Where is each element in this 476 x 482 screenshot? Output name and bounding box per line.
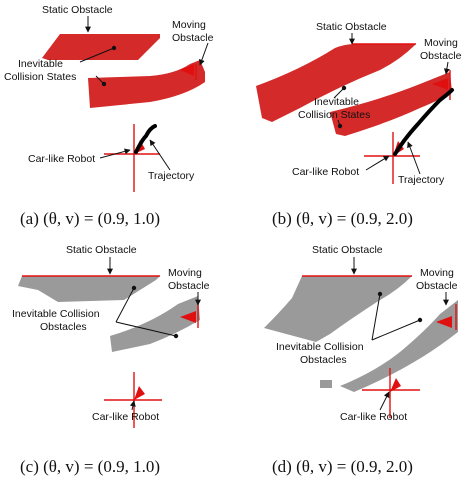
region-label: Inevitable	[314, 96, 359, 108]
region-label-2: Obstacles	[40, 321, 87, 333]
moving-obstacle-label-2: Obstacle	[168, 280, 210, 292]
ics-static-region	[256, 44, 416, 122]
region-pointer-1	[79, 47, 115, 63]
region-pointer-dot-2	[417, 317, 423, 323]
moving-obstacle-arrow	[199, 42, 209, 66]
region-pointer-dot-1	[131, 285, 137, 291]
trajectory-curve	[134, 124, 157, 154]
region-pointer-dot-1	[341, 85, 347, 91]
region-pointer-1	[371, 293, 381, 341]
region-label-2: Collision States	[298, 109, 370, 121]
moving-obstacle-arrowhead	[436, 316, 452, 328]
moving-obstacle-label: Moving	[424, 37, 458, 49]
static-obstacle-label: Static Obstacle	[312, 244, 383, 256]
panel-c: Static Obstacle Moving Obstacle Inevitab…	[12, 244, 210, 476]
region-pointer-1	[333, 87, 345, 99]
robot-label: Car-like Robot	[340, 411, 407, 423]
region-label-2: Obstacles	[300, 354, 347, 366]
robot-arrow	[365, 155, 390, 171]
region-pointer-dot-1	[377, 291, 383, 297]
robot-label: Car-like Robot	[292, 166, 359, 178]
region-label: Inevitable	[18, 58, 63, 70]
region-pointer-2	[115, 321, 177, 337]
ico-fragment	[320, 380, 332, 388]
ico-static-region	[264, 276, 412, 342]
region-pointer-dot-1	[111, 45, 117, 51]
region-label-2: Collision States	[4, 71, 76, 83]
moving-obstacle-label: Moving	[172, 19, 206, 31]
caption: (a) (θ, v) = (0.9, 1.0)	[20, 209, 160, 228]
robot-arrowhead	[390, 378, 401, 392]
region-pointer-dot-2	[337, 123, 343, 129]
ico-static-region	[18, 276, 160, 302]
moving-obstacle-label: Moving	[420, 267, 454, 279]
trajectory-arrow	[149, 139, 171, 171]
moving-obstacle-arrowhead	[180, 64, 194, 76]
moving-obstacle-label-2: Obstacle	[420, 50, 462, 62]
moving-obstacle-label-2: Obstacle	[416, 280, 458, 292]
caption: (b) (θ, v) = (0.9, 2.0)	[272, 209, 413, 228]
trajectory-curve	[393, 88, 454, 156]
ico-moving-region	[110, 296, 200, 352]
panel-a: Static Obstacle Moving Obstacle Inevitab…	[4, 4, 214, 228]
region-label: Inevitable Collision	[12, 308, 100, 320]
ics-moving-region	[330, 72, 452, 136]
static-obstacle-label: Static Obstacle	[66, 244, 137, 256]
caption: (c) (θ, v) = (0.9, 1.0)	[20, 457, 160, 476]
robot-label: Car-like Robot	[92, 411, 159, 423]
caption: (d) (θ, v) = (0.9, 2.0)	[272, 457, 413, 476]
moving-obstacle-arrowhead	[432, 78, 448, 90]
moving-obstacle-arrowhead	[180, 311, 196, 323]
trajectory-label: Trajectory	[148, 170, 195, 182]
static-obstacle-label: Static Obstacle	[316, 21, 387, 33]
panel-d: Static Obstacle Moving Obstacle Inevitab…	[264, 244, 458, 476]
region-pointer-dot-2	[101, 81, 107, 87]
trajectory-label: Trajectory	[398, 174, 445, 186]
region-pointer-dot-2	[173, 333, 179, 339]
trajectory-arrow	[407, 141, 421, 175]
moving-obstacle-label: Moving	[168, 267, 202, 279]
ics-moving-region	[88, 60, 205, 108]
moving-obstacle-label-2: Obstacle	[172, 32, 214, 44]
panel-b: Static Obstacle Moving Obstacle Inevitab…	[256, 21, 462, 228]
robot-arrow	[379, 391, 390, 411]
moving-obstacle-arrow	[443, 61, 450, 75]
robot-arrow	[129, 400, 136, 411]
region-label: Inevitable Collision	[276, 341, 364, 353]
robot-arrow	[99, 148, 131, 159]
region-pointer-1	[115, 287, 135, 323]
region-pointer-2	[371, 319, 421, 341]
robot-arrowhead	[134, 386, 145, 400]
robot-label: Car-like Robot	[28, 153, 95, 165]
static-obstacle-label: Static Obstacle	[42, 4, 113, 16]
ico-moving-region	[340, 300, 458, 392]
ics-static-region	[42, 34, 160, 60]
